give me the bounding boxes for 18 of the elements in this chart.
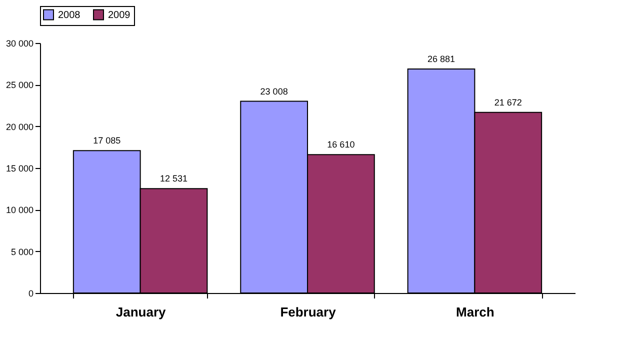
y-tick-label: 30 000	[6, 38, 34, 48]
y-tick-label: 10 000	[6, 205, 34, 216]
x-tick-label: March	[456, 304, 494, 320]
legend-label: 2008	[58, 10, 81, 21]
y-tick-label: 25 000	[6, 80, 34, 90]
data-label: 17 085	[93, 136, 121, 146]
y-tick-label: 15 000	[6, 164, 34, 174]
data-label: 23 008	[260, 86, 288, 96]
x-tick-label: January	[116, 304, 167, 320]
data-label: 26 881	[427, 54, 456, 64]
data-label: 12 531	[160, 174, 188, 184]
y-tick-label: 5 000	[10, 246, 34, 257]
data-label: 21 672	[494, 97, 522, 108]
legend-label: 2009	[108, 10, 131, 21]
y-tick-label: 20 000	[6, 122, 34, 132]
data-label: 16 610	[327, 140, 355, 150]
y-tick-label: 0	[28, 288, 34, 298]
x-tick-label: February	[280, 304, 337, 320]
